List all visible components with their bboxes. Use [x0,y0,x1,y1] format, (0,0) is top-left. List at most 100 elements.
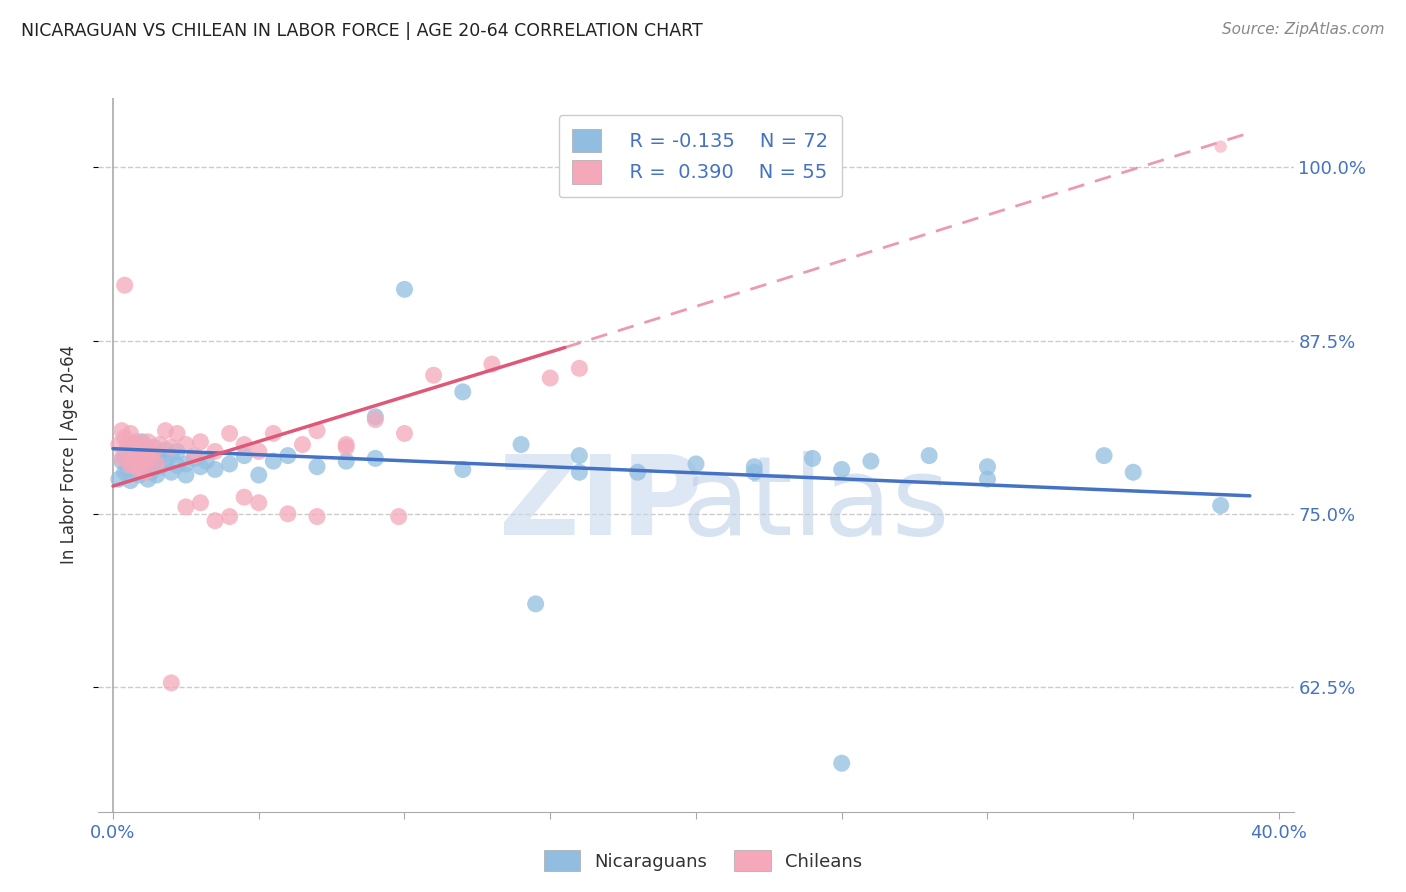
Point [131,434,153,449]
Point [134,465,156,479]
Point [305,459,328,474]
Point [114,449,136,463]
Point [335,454,357,468]
Point [422,368,444,383]
Point [160,676,183,690]
Point [262,454,284,468]
Point [451,462,474,476]
Point [166,444,188,458]
Point [204,462,226,476]
Point [114,431,136,445]
Point [122,437,145,451]
Point [976,459,998,474]
Point [174,500,197,514]
Point [166,426,188,441]
Point [174,437,197,451]
Point [128,443,150,458]
Point [364,409,387,424]
Point [142,443,165,458]
Text: NICARAGUAN VS CHILEAN IN LABOR FORCE | AGE 20-64 CORRELATION CHART: NICARAGUAN VS CHILEAN IN LABOR FORCE | A… [21,22,703,40]
Point [801,451,824,466]
Point [128,468,150,483]
Point [277,449,299,463]
Point [160,449,183,463]
Point [247,468,270,483]
Point [125,458,148,473]
Point [510,437,533,451]
Point [120,458,142,473]
Point [142,440,165,454]
Point [451,384,474,399]
Point [568,449,591,463]
Point [174,468,197,483]
Point [335,440,357,454]
Point [131,437,153,451]
Point [111,454,134,468]
Point [524,597,547,611]
Point [131,451,153,466]
Point [139,449,162,463]
Point [117,437,139,451]
Point [174,457,197,471]
Point [394,282,416,296]
Point [831,756,853,771]
Point [918,449,941,463]
Point [122,454,145,468]
Point [481,357,503,371]
Point [204,514,226,528]
Point [568,361,591,376]
Point [1122,465,1144,479]
Point [195,454,218,468]
Point [277,507,299,521]
Point [538,371,561,385]
Point [120,474,142,488]
Point [1209,139,1232,153]
Text: atlas: atlas [682,451,949,558]
Point [247,496,270,510]
Point [742,459,765,474]
Point [122,458,145,473]
Point [190,434,212,449]
Point [183,451,205,466]
Point [114,278,136,293]
Point [117,462,139,476]
Point [134,446,156,460]
Point [139,451,162,466]
Point [166,458,188,473]
Point [204,444,226,458]
Point [134,458,156,473]
Point [108,472,131,486]
Point [190,459,212,474]
Point [335,437,357,451]
Point [291,437,314,451]
Point [160,465,183,479]
Text: ZIP: ZIP [499,451,702,558]
Point [128,443,150,458]
Point [120,426,142,441]
Point [125,434,148,449]
Y-axis label: In Labor Force | Age 20-64: In Labor Force | Age 20-64 [59,345,77,565]
Point [131,454,153,468]
Point [117,449,139,463]
Point [145,457,167,471]
Point [685,457,707,471]
Point [139,465,162,479]
Point [388,509,411,524]
Point [134,444,156,458]
Point [149,459,172,474]
Point [190,496,212,510]
Point [128,462,150,476]
Point [218,509,240,524]
Point [160,440,183,454]
Point [218,426,240,441]
Point [1209,499,1232,513]
Point [305,424,328,438]
Text: Source: ZipAtlas.com: Source: ZipAtlas.com [1222,22,1385,37]
Point [155,443,177,458]
Point [125,449,148,463]
Point [859,454,882,468]
Point [305,509,328,524]
Legend: Nicaraguans, Chileans: Nicaraguans, Chileans [537,843,869,879]
Point [364,451,387,466]
Point [149,447,172,461]
